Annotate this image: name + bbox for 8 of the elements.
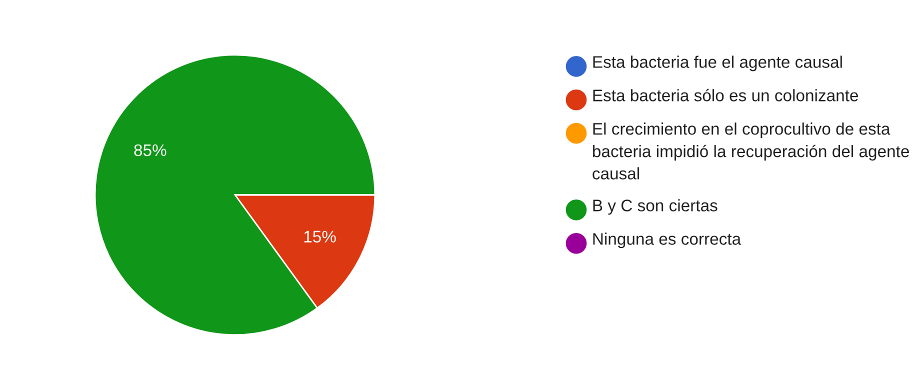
legend-label: El crecimiento en el coprocultivo de esta bacteria impidió la recuperación del agente causal	[592, 122, 909, 180]
data-label: 15%	[304, 230, 336, 243]
legend-label: Esta bacteria fue el agente causal	[593, 56, 842, 72]
pie-slice	[94, 54, 376, 336]
legend-label: Esta bacteria sólo es un colonizante	[593, 88, 858, 102]
data-label: 85%	[134, 144, 166, 156]
legend-label: Ninguna es correcta	[593, 232, 742, 248]
legend-label: B y C son ciertas	[593, 199, 718, 215]
